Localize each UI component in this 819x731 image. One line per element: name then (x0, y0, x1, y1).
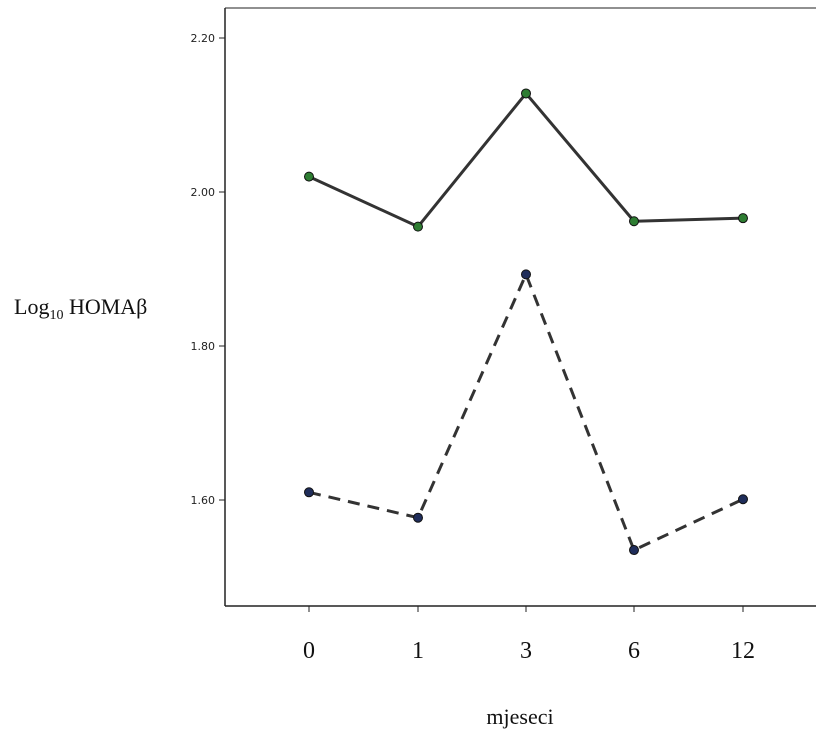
y-axis-title-base: Log (14, 294, 49, 319)
x-axis-title: mjeseci (486, 704, 553, 729)
y-axis-title-sub: 10 (49, 308, 63, 323)
data-point (521, 269, 531, 280)
x-tick-label: 12 (731, 638, 755, 664)
series-line (308, 91, 744, 229)
y-tick-label: 1.60 (191, 494, 216, 507)
y-tick-label: 1.80 (191, 340, 216, 353)
x-tick-label: 6 (628, 638, 640, 664)
axes (224, 7, 816, 607)
data-point (304, 171, 314, 182)
series-line (308, 272, 744, 552)
y-tick-label: 2.00 (191, 186, 216, 199)
data-point (629, 545, 639, 556)
x-ticks: 0 1 3 6 12 (303, 606, 755, 664)
x-tick-label: 1 (412, 638, 424, 664)
data-point (413, 221, 423, 232)
data-point (304, 487, 314, 498)
y-axis-title: Log10 HOMAβ (14, 294, 147, 323)
y-ticks: 1.60 1.80 2.00 2.20 (191, 32, 225, 507)
y-axis-title-rest: HOMAβ (63, 294, 147, 319)
data-point (521, 88, 531, 99)
x-tick-label: 3 (520, 638, 532, 664)
series-group (304, 88, 748, 556)
data-point (413, 512, 423, 523)
data-point (738, 494, 748, 505)
x-tick-label: 0 (303, 638, 315, 664)
data-point (738, 213, 748, 224)
data-point (629, 216, 639, 227)
y-tick-label: 2.20 (191, 32, 216, 45)
